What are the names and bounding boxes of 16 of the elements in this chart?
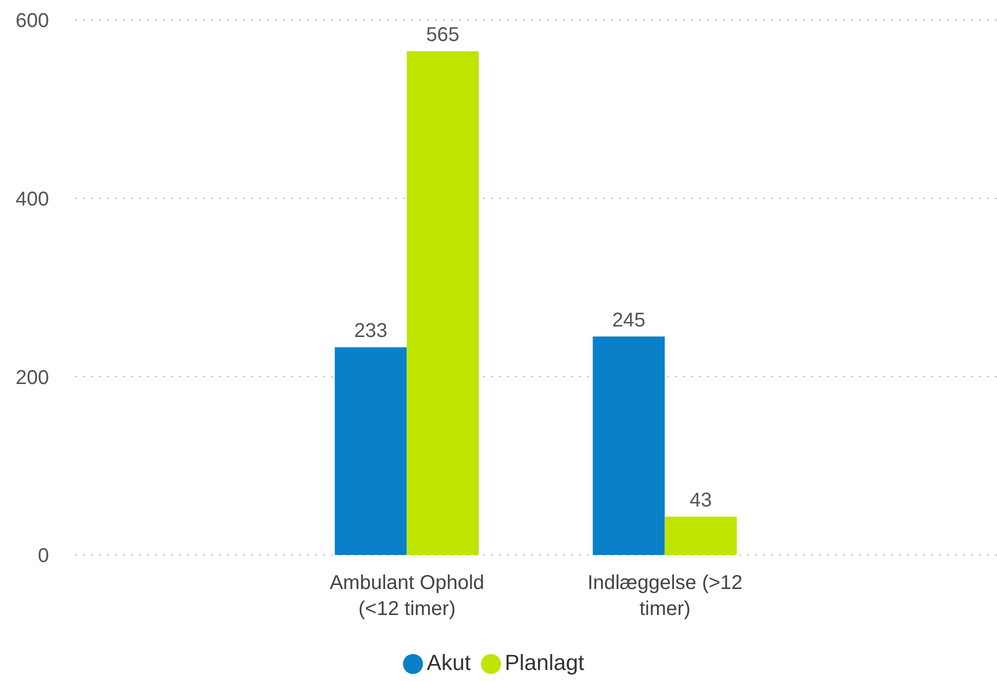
data-label: 43 [690, 490, 712, 512]
bar [592, 336, 665, 555]
y-tick-label: 600 [16, 10, 49, 32]
bar [664, 516, 737, 555]
legend-label: Akut [426, 650, 471, 675]
x-tick-label: Indlæggelse (>12 timer) [587, 572, 743, 620]
y-tick-label: 400 [16, 188, 49, 210]
data-label: 245 [612, 310, 646, 332]
x-tick-label: Ambulant Ophold (<12 timer) [330, 572, 484, 620]
legend-label: Planlagt [504, 650, 584, 675]
bar [406, 51, 479, 555]
data-label: 565 [426, 24, 460, 46]
bar [334, 347, 407, 555]
y-tick-label: 200 [16, 366, 49, 389]
data-label: 233 [354, 320, 388, 342]
y-tick-label: 0 [38, 545, 49, 568]
